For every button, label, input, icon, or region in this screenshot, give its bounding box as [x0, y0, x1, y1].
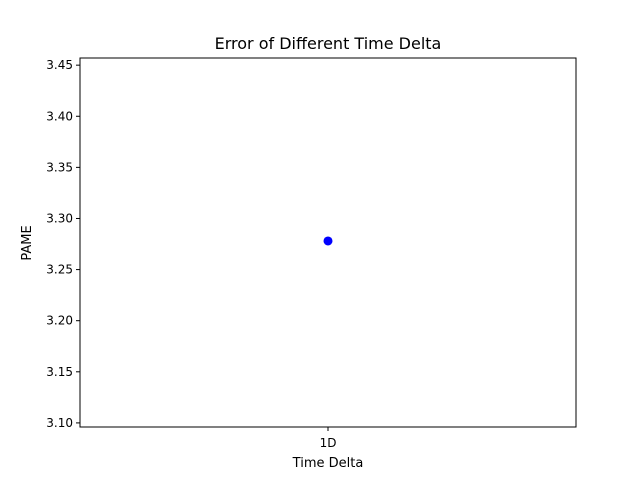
y-tick-label: 3.25 — [46, 263, 73, 277]
chart-title: Error of Different Time Delta — [215, 34, 442, 53]
plot-frame — [79, 57, 577, 428]
y-tick-label: 3.40 — [46, 109, 73, 123]
y-tick-label: 3.35 — [46, 160, 73, 174]
y-tick-label: 3.15 — [46, 365, 73, 379]
y-tick-label: 3.30 — [46, 211, 73, 225]
y-tick-label: 3.45 — [46, 58, 73, 72]
plot-area: 3.10 3.15 3.20 3.25 3.30 3.35 3.40 3.45 1D — [46, 57, 577, 450]
y-tick-label: 3.10 — [46, 416, 73, 430]
data-point — [323, 236, 333, 246]
y-tick-label: 3.20 — [46, 314, 73, 328]
y-axis-label: PAME — [20, 225, 35, 260]
x-axis-label: Time Delta — [292, 456, 364, 471]
x-axis-ticks: 1D — [320, 427, 337, 450]
y-axis-ticks: 3.10 3.15 3.20 3.25 3.30 3.35 3.40 3.45 — [46, 58, 80, 430]
x-tick-label: 1D — [320, 436, 337, 450]
data-points — [323, 236, 333, 246]
